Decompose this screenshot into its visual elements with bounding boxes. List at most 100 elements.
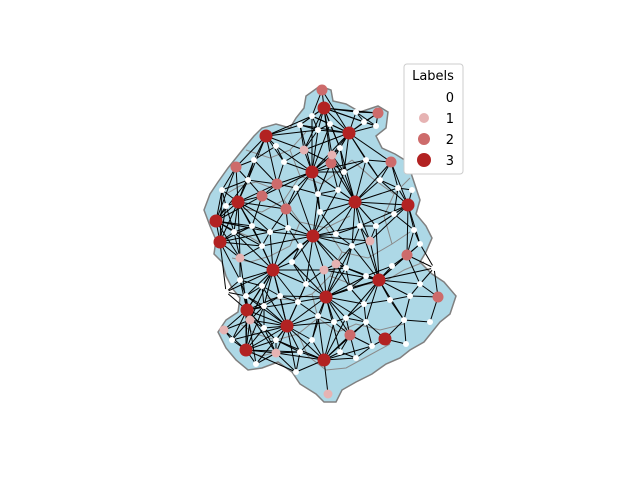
network-node-label-0 [297,122,303,128]
network-edge [263,327,277,354]
network-node-label-0 [315,127,321,133]
network-node-label-0 [303,281,309,287]
network-node-label-1 [331,259,341,269]
network-edge [215,195,263,222]
legend-title: Labels [412,69,454,84]
network-edge [403,319,431,323]
network-edge [233,225,253,233]
network-node-label-1 [299,145,309,155]
network-node-label-0 [353,355,359,361]
network-node-label-0 [249,223,255,229]
network-edge [295,351,301,373]
network-edge [365,159,381,181]
network-edge [369,240,380,281]
network-edge [379,179,399,189]
network-edge [237,201,287,210]
network-node-label-3 [239,343,253,357]
network-edge [354,201,371,242]
network-edge [325,296,367,323]
network-edge [369,204,409,242]
network-edge [286,321,335,327]
network-edge [339,147,356,203]
network-node-label-2 [325,157,337,169]
network-edge [354,201,409,206]
network-edge [215,220,271,233]
network-edge [312,225,361,237]
network-node-label-0 [231,229,237,235]
network-node-label-0 [341,169,347,175]
legend-label-3: 3 [446,154,454,169]
network-edge [221,179,249,191]
network-node-label-3 [317,101,331,115]
network-edge [247,159,255,181]
network-edge [323,107,333,156]
network-edge [291,261,327,298]
network-node-label-2 [316,84,328,96]
network-node-label-0 [331,319,337,325]
network-edge [378,279,421,285]
legend-entry-1: 1 [419,112,454,127]
network-edge [219,241,263,247]
network-edge [323,107,365,123]
network-node-label-0 [309,337,315,343]
network-node-label-3 [305,165,319,179]
network-node-label-2 [372,107,384,119]
network-edge [261,235,314,247]
network-edge [339,147,345,173]
network-node-label-0 [223,203,229,209]
network-node-label-0 [373,123,379,129]
network-node-label-0 [315,313,321,319]
network-node-label-0 [357,223,363,229]
network-edge [351,245,380,281]
network-node-label-1 [323,389,333,399]
network-node-label-1 [365,236,375,246]
network-edge [275,145,313,173]
network-edge [235,135,267,168]
network-edge [245,295,265,307]
network-edge [323,345,373,361]
network-node-label-0 [273,143,279,149]
network-node-label-0 [243,293,249,299]
network-edge [225,291,247,297]
network-edge [335,263,351,289]
network-edge [375,213,395,227]
network-node-label-3 [280,319,294,333]
network-node-label-0 [369,343,375,349]
network-edge [303,132,350,151]
network-node-label-3 [342,126,356,140]
network-edge [419,243,435,269]
network-edge [245,305,265,351]
network-node-label-0 [361,301,367,307]
network-edge [219,189,223,243]
network-edge [323,321,367,361]
network-node-label-0 [317,209,323,215]
network-edge [253,159,278,185]
network-edge [219,231,271,243]
network-node-label-0 [431,265,437,271]
network-node-label-0 [387,297,393,303]
network-edge [325,245,353,298]
network-edge [312,193,319,237]
network-edge [330,162,356,203]
network-edge [337,171,345,191]
network-edge [348,132,392,163]
network-edge [359,225,380,281]
network-edge [393,213,415,231]
network-node-label-0 [391,211,397,217]
network-edge [299,245,327,298]
network-edge [286,325,297,373]
network-edge [343,132,350,173]
network-node-label-3 [266,263,280,277]
network-node-label-0 [259,243,265,249]
network-edge [225,279,241,293]
network-edge [246,309,288,327]
network-edge [351,225,361,247]
network-node-label-3 [213,235,227,249]
network-edge [225,205,235,233]
legend-marker-2 [418,133,430,145]
network-edge [272,227,289,271]
network-edge [311,159,367,173]
network-edge [223,319,251,331]
network-edge [275,352,325,361]
